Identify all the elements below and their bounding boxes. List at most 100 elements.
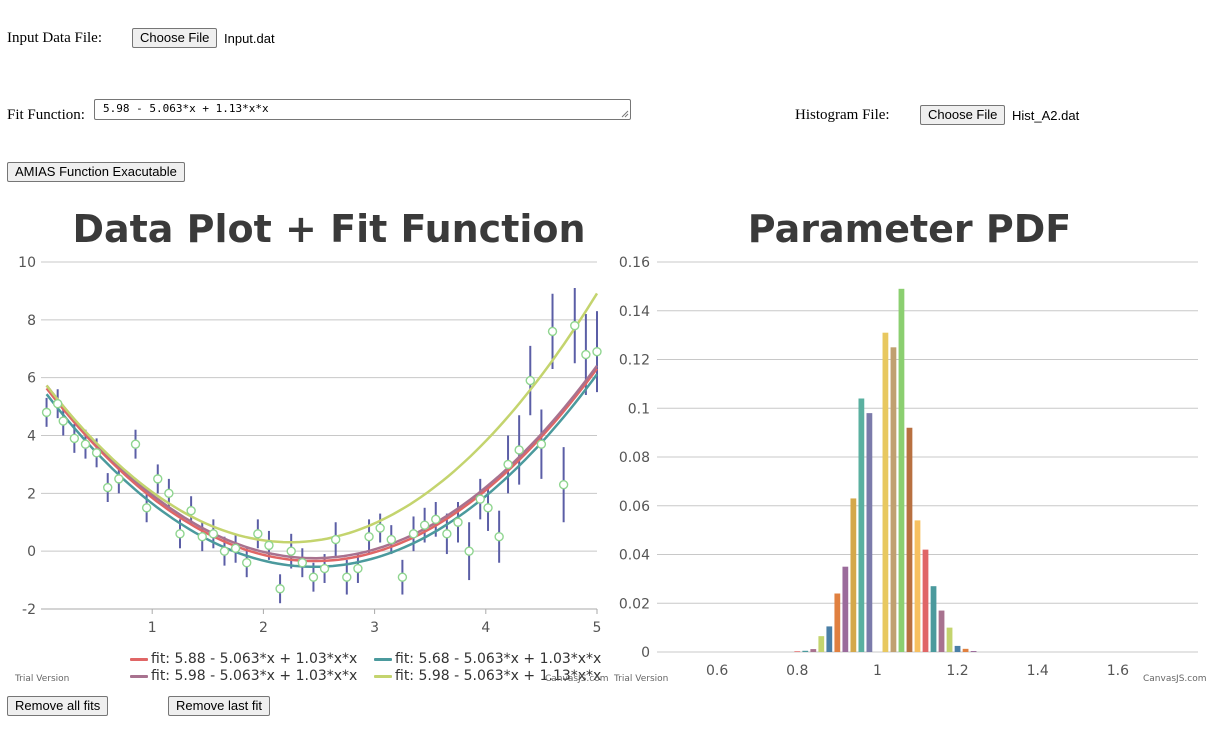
data-point: [494, 532, 504, 542]
canvasjs-credit-right[interactable]: CanvasJS.com: [1143, 674, 1207, 684]
data-point: [592, 346, 602, 357]
y-tick-label: 0.04: [619, 548, 650, 564]
histogram-bar: [802, 650, 809, 652]
histogram-bar: [962, 648, 969, 652]
fit-curve: [45, 367, 599, 563]
data-point: [431, 514, 441, 525]
y-tick-label: 0.06: [619, 499, 650, 515]
trial-version-watermark-left: Trial Version: [15, 674, 70, 684]
data-point: [208, 529, 219, 539]
data-point: [141, 503, 152, 513]
data-point: [242, 558, 252, 568]
amias-function-button[interactable]: AMIAS Function Exacutable: [7, 162, 185, 182]
input-data-file-label: Input Data File:: [7, 30, 102, 46]
histogram-bar: [914, 520, 921, 652]
data-point: [408, 529, 419, 539]
y-tick-label: 8: [27, 313, 36, 329]
fit-curve: [45, 373, 599, 569]
chart-title: Data Plot + Fit Function: [72, 207, 585, 251]
x-tick-label: 1.6: [1107, 663, 1129, 679]
y-tick-label: 0.12: [619, 353, 650, 369]
fit-curve: [45, 364, 599, 560]
data-point: [130, 439, 141, 449]
remove-all-fits-button[interactable]: Remove all fits: [7, 696, 109, 716]
data-point: [230, 543, 241, 553]
x-tick-label: 1.4: [1027, 663, 1049, 679]
x-tick-label: 0.8: [786, 663, 808, 679]
x-tick-label: 1.2: [946, 663, 968, 679]
data-point: [514, 445, 524, 455]
data-plot-legend: fit: 5.88 - 5.063*x + 1.03*x*x fit: 5.68…: [130, 651, 610, 687]
data-point: [197, 532, 207, 542]
histogram-bar: [938, 610, 945, 652]
parameter-pdf-chart: Parameter PDF 0 0.02 0.04 0.06 0.08 0.1 0.12 0.1…: [619, 207, 1198, 679]
histogram-bar: [810, 649, 817, 652]
x-tick-label: 4: [481, 620, 490, 636]
x-tick-label: 3: [370, 620, 379, 636]
data-point: [153, 474, 163, 484]
data-point: [58, 416, 68, 426]
histogram-file-choose-button[interactable]: Choose File: [920, 105, 1006, 125]
histogram-bar: [826, 626, 833, 652]
y-tick-label: 0.02: [619, 596, 650, 612]
y-tick-label: 0: [641, 645, 650, 661]
histogram-bar: [898, 288, 905, 652]
input-file-name: Input.dat: [224, 31, 275, 46]
data-point: [41, 407, 52, 418]
fit-curve: [45, 292, 599, 544]
histogram-bar: [954, 645, 961, 652]
histogram-bar: [882, 332, 889, 652]
legend-item-fit-1[interactable]: fit: 5.88 - 5.063*x + 1.03*x*x: [130, 651, 357, 667]
data-point: [275, 584, 285, 594]
y-tick-label: 0.14: [619, 304, 650, 320]
data-point: [483, 503, 493, 513]
fit-function-input[interactable]: 5.98 - 5.063*x + 1.13*x*x: [94, 99, 631, 120]
histogram-bar: [842, 566, 849, 652]
data-point: [264, 540, 274, 551]
data-point: [164, 488, 174, 499]
data-point: [319, 563, 330, 574]
data-point: [581, 349, 591, 360]
data-point: [80, 439, 91, 449]
data-point: [419, 520, 430, 530]
histogram-bar: [834, 593, 841, 652]
legend-item-fit-2[interactable]: fit: 5.68 - 5.063*x + 1.03*x*x: [374, 651, 601, 667]
y-tick-label: 0.16: [619, 255, 650, 271]
data-point: [52, 398, 63, 409]
fit-function-label: Fit Function:: [7, 107, 85, 123]
legend-item-fit-3[interactable]: fit: 5.98 - 5.063*x + 1.03*x*x: [130, 668, 357, 684]
canvasjs-credit-left[interactable]: CanvasJS.com: [545, 674, 609, 684]
legend-swatch: [130, 674, 148, 678]
data-point: [175, 529, 185, 539]
histogram-file-label: Histogram File:: [795, 107, 890, 123]
histogram-bar: [890, 347, 897, 652]
data-point: [386, 534, 396, 545]
y-tick-label: 6: [27, 371, 36, 387]
data-point: [525, 375, 535, 386]
histogram-bar: [794, 651, 801, 652]
data-point: [570, 320, 580, 331]
input-file-choose-button[interactable]: Choose File: [132, 28, 218, 48]
data-point: [286, 546, 296, 556]
histogram-bar: [818, 636, 825, 652]
x-tick-label: 5: [593, 620, 602, 636]
histogram-bar: [930, 586, 937, 652]
histogram-bar: [906, 427, 913, 652]
x-tick-label: 0.6: [706, 663, 728, 679]
data-point: [308, 572, 319, 582]
data-point: [558, 479, 569, 490]
data-point: [353, 563, 363, 574]
y-tick-label: 4: [27, 429, 36, 445]
y-tick-label: 2: [27, 486, 36, 502]
data-point: [342, 572, 352, 582]
data-point: [375, 523, 385, 533]
histogram-bar: [858, 398, 865, 652]
data-point: [536, 439, 547, 449]
resize-grip-icon[interactable]: [621, 110, 629, 118]
legend-item-fit-4[interactable]: fit: 5.98 - 5.063*x + 1.13*x*x: [374, 668, 601, 684]
x-tick-label: 2: [259, 620, 268, 636]
data-point: [453, 517, 463, 527]
y-tick-label: 0.08: [619, 450, 650, 466]
remove-last-fit-button[interactable]: Remove last fit: [168, 696, 270, 716]
x-tick-label: 1: [148, 620, 157, 636]
